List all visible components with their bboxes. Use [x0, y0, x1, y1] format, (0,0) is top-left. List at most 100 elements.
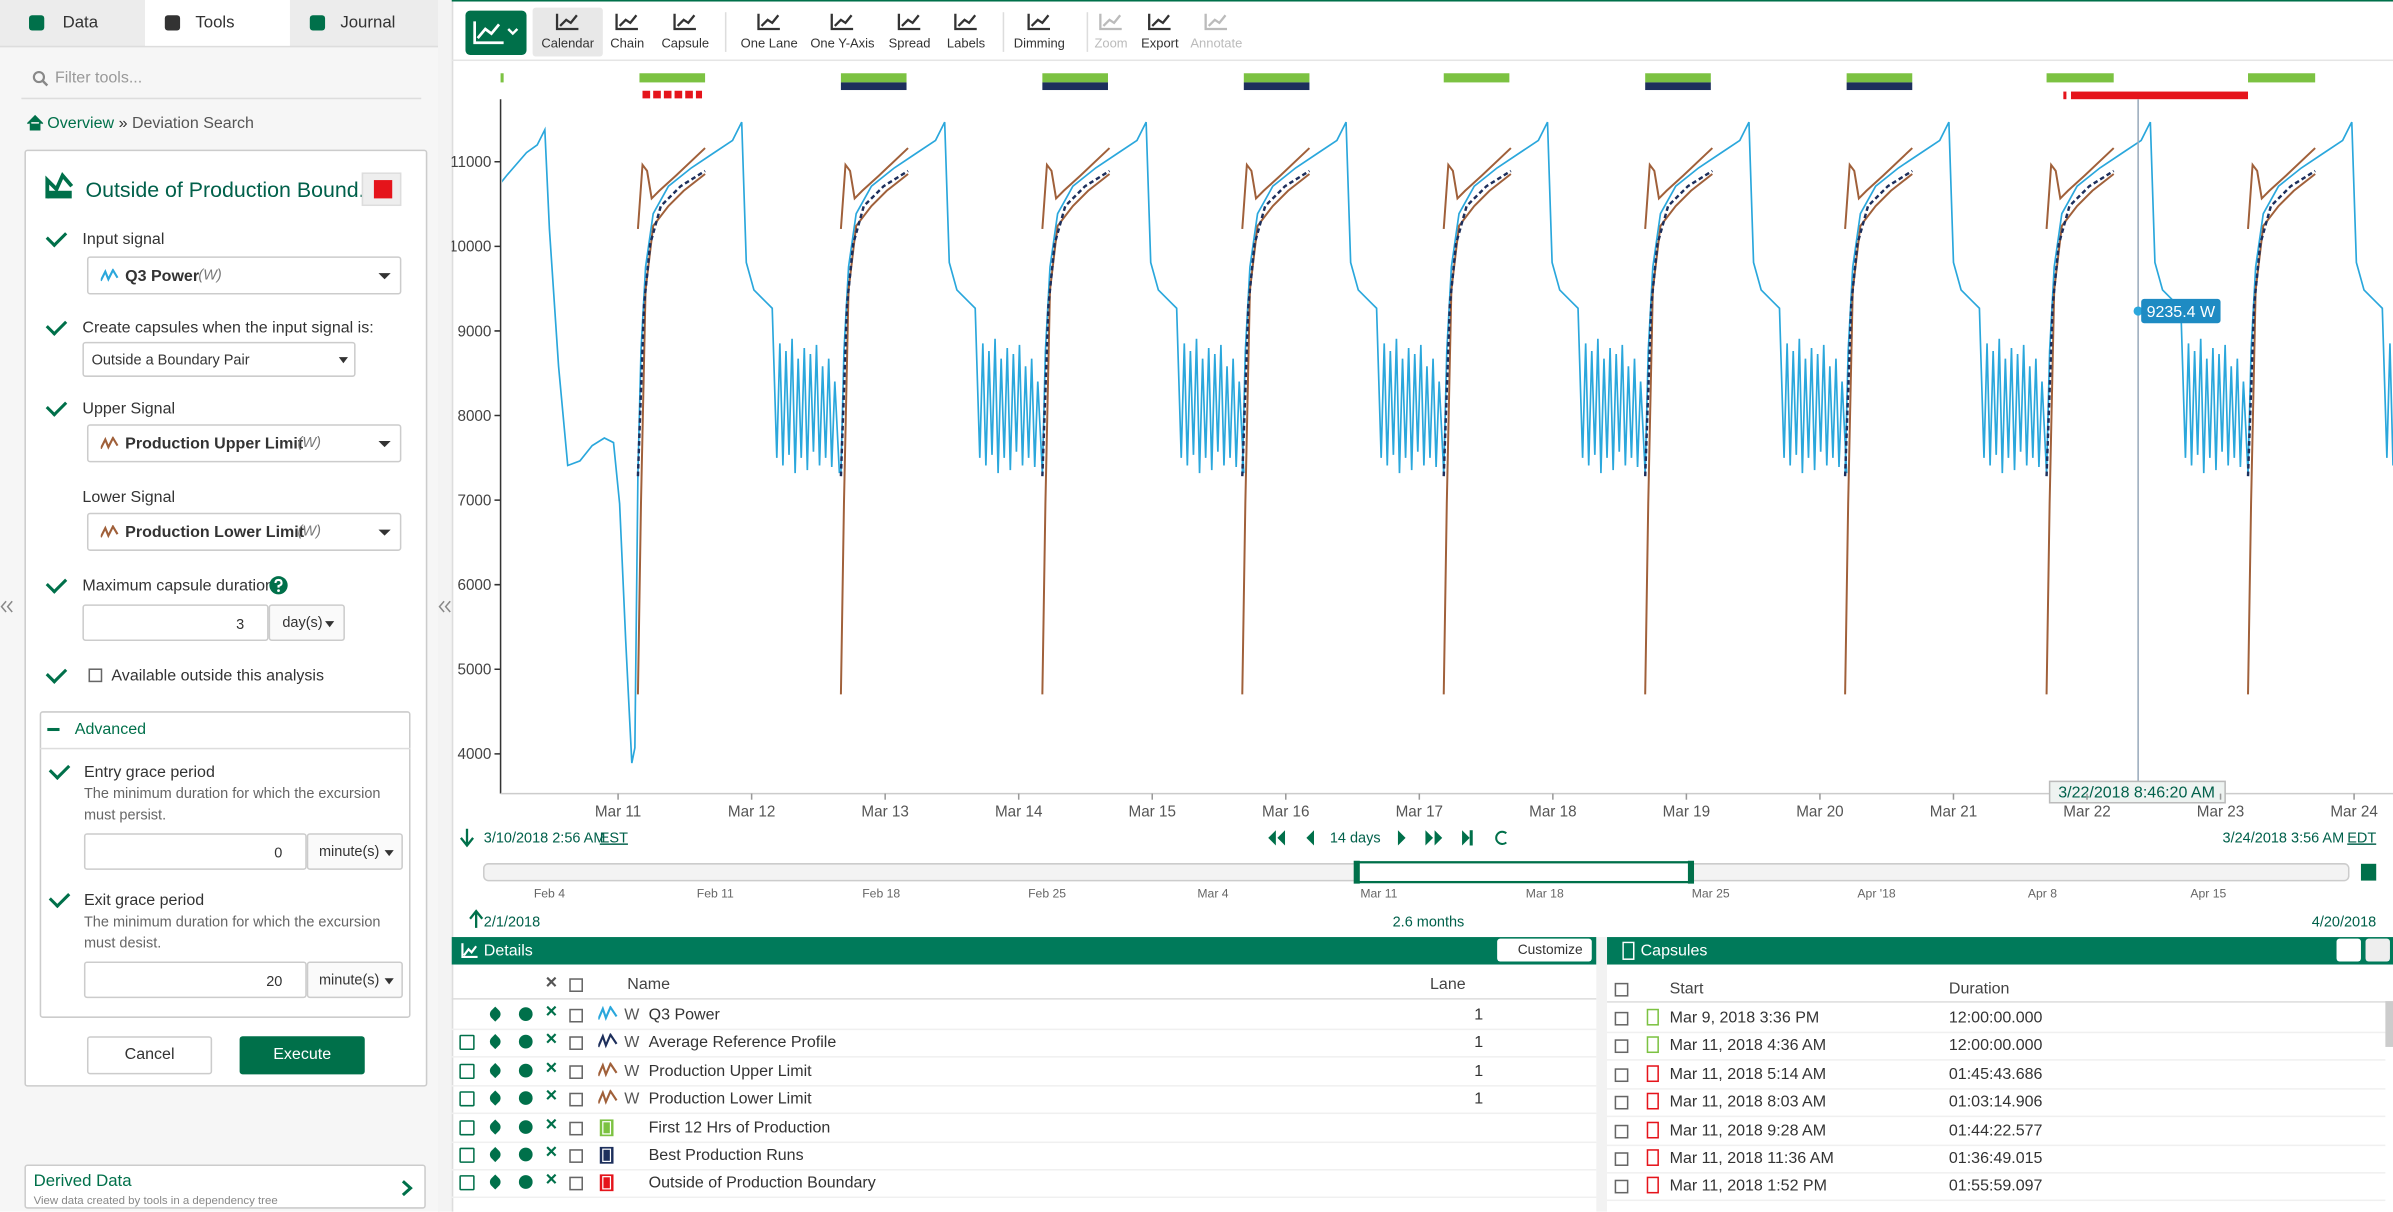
capsule-row[interactable]: Mar 9, 2018 3:36 PM 12:00:00.000	[1607, 1004, 2386, 1034]
remove-icon[interactable]: ✕	[544, 1144, 558, 1162]
capsule-row[interactable]: Mar 11, 2018 4:36 AM 12:00:00.000	[1607, 1032, 2386, 1062]
collapse-icon[interactable]	[47, 727, 60, 732]
selection-handle[interactable]	[1687, 860, 1695, 884]
toolbar-button[interactable]: Capsule	[650, 8, 720, 57]
tab[interactable]: Data	[0, 0, 145, 46]
capsule-row[interactable]: Mar 11, 2018 1:52 PM 01:55:59.097	[1607, 1173, 2386, 1202]
splitter[interactable]	[1596, 937, 1608, 1212]
info-icon[interactable]	[518, 1063, 533, 1078]
color-picker[interactable]	[361, 172, 402, 207]
derived-data-panel[interactable]: Derived Data View data created by tools …	[24, 1164, 426, 1209]
capsule-row[interactable]: Mar 11, 2018 11:36 AM 01:36:49.015	[1607, 1145, 2386, 1174]
arrow-icon[interactable]	[469, 909, 484, 928]
tab[interactable]: Tools	[144, 0, 290, 46]
toolbar-button[interactable]: One Y-Axis	[807, 8, 877, 57]
condition-select[interactable]: Outside a Boundary Pair	[82, 341, 356, 377]
details-row[interactable]: ✕ W Q3 Power 1	[451, 1001, 1597, 1031]
unit-select[interactable]: minute(s)	[306, 961, 403, 999]
rocket-icon[interactable]	[487, 1090, 503, 1106]
details-row[interactable]: ✕ Outside of Production Boundary	[451, 1170, 1597, 1199]
checkbox[interactable]	[569, 978, 583, 992]
collapse-chevron[interactable]	[0, 600, 14, 614]
column-duration[interactable]: Duration	[1948, 979, 2010, 999]
checkbox[interactable]	[569, 1177, 583, 1191]
zoom-button[interactable]	[2336, 938, 2361, 962]
rocket-icon[interactable]	[487, 1118, 503, 1134]
checkbox[interactable]	[569, 1064, 583, 1079]
edit-icon[interactable]	[459, 1091, 475, 1107]
checkbox[interactable]	[1614, 1096, 1629, 1110]
checkbox[interactable]	[569, 1093, 583, 1107]
customize-button[interactable]: Customize	[1497, 938, 1592, 962]
filter-box[interactable]	[21, 61, 422, 100]
unit-select[interactable]: day(s)	[268, 604, 345, 641]
remove-icon[interactable]: ✕	[544, 1116, 558, 1134]
remove-icon[interactable]: ✕	[544, 1004, 558, 1021]
duration[interactable]: 14 days	[1330, 830, 1381, 846]
checkbox[interactable]	[88, 668, 103, 683]
column-start[interactable]: Start	[1669, 979, 1704, 999]
breadcrumb-home[interactable]: Overview	[47, 114, 115, 133]
rocket-icon[interactable]	[487, 1034, 503, 1050]
toolbar-button[interactable]: Chain	[592, 8, 662, 57]
overview-icon[interactable]	[2360, 863, 2377, 881]
remove-icon[interactable]: ✕	[544, 1172, 558, 1190]
checkbox[interactable]	[569, 1036, 583, 1051]
upper-signal-select[interactable]: Production Upper Limit (W)	[86, 424, 402, 463]
toolbar-button[interactable]: Labels	[931, 8, 1001, 57]
entry-input[interactable]: 0	[83, 833, 307, 870]
details-row[interactable]: ✕ Best Production Runs	[451, 1142, 1597, 1171]
start-time[interactable]: 3/10/2018 2:56 AM	[484, 830, 606, 846]
collapse-chevron[interactable]	[438, 600, 452, 614]
edit-icon[interactable]	[459, 1063, 475, 1079]
edit-icon[interactable]	[459, 1147, 475, 1163]
column-lane[interactable]: Lane	[1430, 975, 1466, 994]
edit-icon[interactable]	[459, 1175, 475, 1191]
checkbox[interactable]	[1614, 1180, 1629, 1195]
checkbox[interactable]	[1614, 1124, 1629, 1138]
capsule-row[interactable]: Mar 11, 2018 9:28 AM 01:44:22.577	[1607, 1117, 2386, 1146]
rocket-icon[interactable]	[487, 1062, 503, 1078]
info-icon[interactable]	[518, 1147, 533, 1162]
scrollbar[interactable]	[2385, 1001, 2393, 1047]
details-row[interactable]: ✕ First 12 Hrs of Production	[451, 1113, 1597, 1143]
info-icon[interactable]	[518, 1035, 533, 1050]
view-button[interactable]	[465, 10, 527, 55]
checkbox[interactable]	[569, 1008, 583, 1023]
info-icon[interactable]	[518, 1119, 533, 1134]
toolbar-button[interactable]: Dimming	[1004, 8, 1074, 57]
lower-signal-select[interactable]: Production Lower Limit (W)	[86, 512, 402, 551]
input-signal-select[interactable]: Q3 Power (W)	[86, 256, 402, 295]
time-controls[interactable]	[1268, 830, 1507, 846]
help-icon[interactable]	[269, 575, 289, 595]
unit-select[interactable]: minute(s)	[306, 833, 403, 870]
remove-all-icon[interactable]: ✕	[544, 975, 558, 992]
checkbox[interactable]	[1614, 982, 1629, 997]
toolbar-button[interactable]: Spread	[874, 8, 944, 57]
checkbox[interactable]	[1614, 1011, 1629, 1026]
filter-placeholder[interactable]: Filter tools...	[54, 68, 143, 87]
edit-icon[interactable]	[459, 1035, 475, 1051]
execute-button[interactable]: Execute	[239, 1036, 365, 1075]
duration-input[interactable]: 3	[82, 604, 269, 641]
checkbox[interactable]	[1614, 1152, 1629, 1166]
capsule-row[interactable]: Mar 11, 2018 5:14 AM 01:45:43.686	[1607, 1060, 2386, 1090]
rocket-icon[interactable]	[487, 1175, 503, 1191]
remove-icon[interactable]: ✕	[544, 1060, 558, 1078]
collapse-button[interactable]	[2365, 938, 2390, 962]
remove-icon[interactable]: ✕	[544, 1032, 558, 1050]
arrow-icon[interactable]	[460, 828, 474, 848]
capsule-row[interactable]: Mar 11, 2018 8:03 AM 01:03:14.906	[1607, 1088, 2386, 1118]
checkbox[interactable]	[569, 1121, 583, 1135]
end-time[interactable]: 3/24/2018 3:56 AM	[2223, 830, 2345, 846]
rocket-icon[interactable]	[487, 1146, 503, 1163]
toolbar-button[interactable]: Export	[1125, 8, 1195, 57]
advanced-title[interactable]: Advanced	[74, 720, 147, 739]
exit-input[interactable]: 20	[83, 961, 307, 999]
details-row[interactable]: ✕ W Production Lower Limit 1	[451, 1085, 1597, 1115]
tab[interactable]: Journal	[290, 0, 435, 46]
overview-selection[interactable]	[1355, 861, 1693, 884]
info-icon[interactable]	[518, 1175, 533, 1190]
details-row[interactable]: ✕ W Average Reference Profile 1	[451, 1029, 1597, 1059]
edit-icon[interactable]	[459, 1119, 475, 1135]
